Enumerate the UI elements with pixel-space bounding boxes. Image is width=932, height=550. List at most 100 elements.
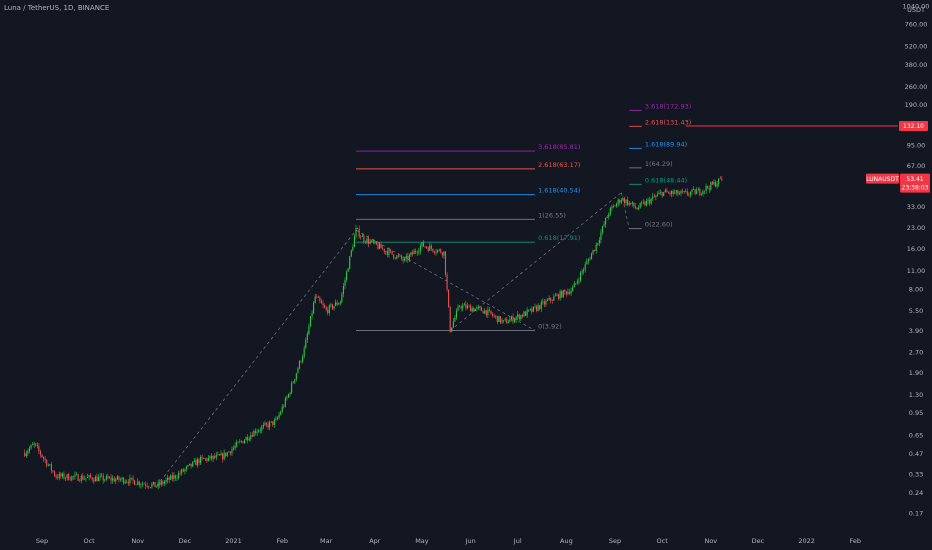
candle-down — [653, 196, 655, 198]
candle-up — [108, 477, 111, 479]
candle-up — [474, 308, 476, 312]
candle-up — [546, 300, 549, 301]
candle-down — [360, 236, 362, 238]
candle-up — [184, 469, 186, 472]
candle-down — [316, 296, 318, 298]
x-tick-label: Apr — [369, 537, 381, 545]
candle-down — [482, 311, 484, 314]
candle-down — [492, 313, 494, 316]
alert-price-badge[interactable] — [899, 120, 928, 131]
y-tick-label: 5.50 — [909, 307, 923, 315]
candle-up — [451, 327, 453, 332]
candle-up — [685, 191, 687, 192]
candle-down — [636, 207, 638, 210]
candle-down — [490, 310, 492, 314]
candle-up — [457, 306, 459, 311]
candle-up — [129, 477, 131, 484]
candle-down — [41, 454, 43, 458]
candle-up — [25, 453, 27, 457]
candle-up — [353, 236, 355, 247]
candle-down — [531, 308, 533, 312]
candle-up — [642, 202, 644, 203]
candle-up — [562, 290, 564, 298]
candle-up — [243, 440, 246, 444]
candle-down — [195, 460, 197, 466]
candle-up — [702, 191, 704, 194]
candle-up — [32, 444, 34, 446]
candle-up — [703, 190, 706, 192]
candle-down — [677, 190, 679, 195]
candle-up — [314, 296, 316, 303]
candle-up — [553, 296, 555, 301]
candle-up — [463, 304, 465, 306]
candle-up — [718, 178, 720, 185]
candle-up — [253, 430, 255, 437]
candle-down — [79, 480, 81, 482]
candle-up — [696, 190, 698, 195]
y-tick-label: 260.00 — [905, 83, 928, 91]
candle-up — [680, 191, 682, 194]
candle-down — [521, 315, 523, 317]
candle-up — [408, 255, 410, 260]
candle-down — [634, 206, 637, 208]
candle-up — [639, 203, 641, 208]
candle-up — [548, 297, 550, 301]
candle-up — [697, 189, 699, 191]
candle-up — [605, 217, 607, 225]
candle-up — [217, 454, 219, 455]
candle-up — [207, 457, 209, 461]
candle-down — [568, 291, 571, 294]
y-tick-label: 520.00 — [905, 43, 928, 51]
candle-up — [281, 406, 283, 413]
candle-up — [86, 477, 89, 478]
candle-up — [612, 205, 615, 207]
candle-down — [649, 199, 651, 204]
candle-up — [61, 473, 63, 477]
candle-up — [339, 302, 341, 304]
candle-up — [140, 484, 142, 486]
current-price-badge: LUNAUSDT 53.41 23:38:03 — [866, 173, 930, 193]
candle-up — [151, 484, 153, 488]
candle-down — [82, 475, 84, 480]
candle-down — [539, 305, 541, 310]
candle-up — [165, 480, 167, 483]
candle-up — [204, 458, 206, 460]
x-tick-label: Nov — [704, 537, 717, 545]
candle-up — [311, 313, 313, 317]
candle-up — [330, 304, 332, 306]
candle-down — [719, 178, 721, 180]
candle-down — [694, 189, 696, 195]
candle-up — [554, 295, 556, 297]
fib-level-label: 0(22.60) — [645, 221, 673, 229]
candle-up — [598, 240, 600, 244]
x-axis[interactable]: Sep Oct Nov Dec 2021 Feb Mar Apr May Jun Jul Aug Sep… — [36, 537, 861, 545]
candle-up — [338, 303, 340, 305]
candle-up — [157, 482, 159, 487]
candle-down — [96, 476, 98, 482]
candle-down — [449, 307, 451, 332]
candle-up — [369, 241, 371, 244]
fib-extension-drawings[interactable]: 3.618(85.81) 2.618(63.17) 1.618(40.54) 1(26… — [356, 102, 691, 331]
fib-level-label: 0(3.92) — [538, 323, 562, 331]
candle-up — [305, 339, 307, 349]
candle-down — [644, 202, 646, 206]
candle-up — [176, 477, 178, 479]
x-tick-label: Sep — [36, 537, 48, 545]
candle-up — [693, 189, 695, 190]
fib-level-label: 2.618(131.43) — [645, 118, 691, 126]
price-alert-line[interactable]: 132.10 — [685, 120, 928, 131]
candle-up — [115, 479, 117, 482]
candle-down — [68, 474, 70, 480]
candle-down — [50, 464, 52, 471]
candle-up — [509, 319, 511, 323]
candle-up — [261, 426, 263, 431]
fib-level-label: 0.618(48.44) — [645, 176, 687, 184]
candle-down — [614, 205, 616, 207]
candle-up — [189, 463, 191, 466]
candle-up — [526, 309, 528, 316]
candle-down — [55, 475, 57, 478]
candle-down — [198, 459, 200, 464]
candle-up — [504, 319, 506, 321]
candle-up — [484, 310, 486, 314]
